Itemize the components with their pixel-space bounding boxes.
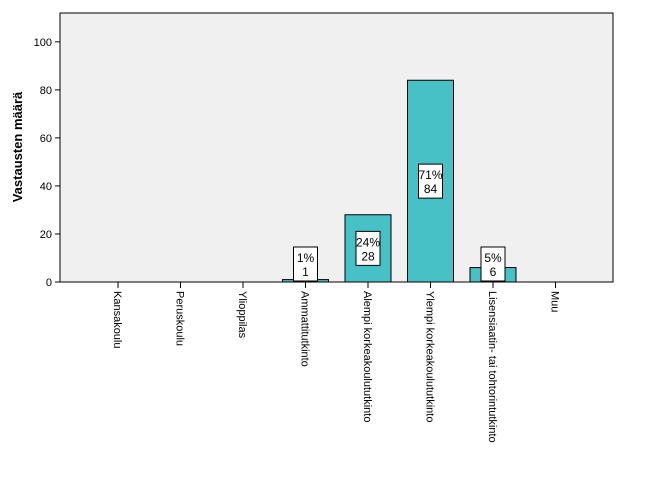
y-tick-label: 100 <box>34 37 52 49</box>
x-tick-label: Kansakoulu <box>111 291 123 349</box>
x-tick-label: Muu <box>549 291 561 312</box>
x-tick-label: Ammattitutkinto <box>299 291 311 367</box>
data-label-percent: 24% <box>356 235 380 249</box>
y-tick-label: 20 <box>40 229 52 241</box>
data-label-count: 6 <box>490 265 497 279</box>
y-tick-label: 40 <box>40 181 52 193</box>
data-label-percent: 71% <box>418 168 442 182</box>
data-label-box <box>355 230 381 266</box>
data-label-count: 84 <box>424 182 438 196</box>
y-tick-label: 60 <box>40 133 52 145</box>
data-label-percent: 5% <box>484 251 502 265</box>
y-tick-label: 0 <box>46 277 52 289</box>
y-axis-title: Vastausten määrä <box>10 91 25 202</box>
y-tick-label: 80 <box>40 85 52 97</box>
data-label-box <box>293 246 318 282</box>
x-tick-label: Ylempi korkeakoulututkinto <box>424 291 436 422</box>
data-label-box <box>480 246 506 282</box>
data-label-count: 1 <box>302 265 309 279</box>
data-label-box <box>418 163 443 199</box>
x-tick-label: Lisensiaatin- tai tohtorintutkinto <box>486 291 498 443</box>
plot-area <box>59 12 614 283</box>
x-tick-label: Peruskoulu <box>174 291 186 346</box>
data-label-percent: 1% <box>297 251 315 265</box>
data-label-count: 28 <box>361 249 375 263</box>
x-tick-label: Alempi korkeakoulututkinto <box>361 291 373 422</box>
x-tick-label: Ylioppilas <box>236 291 248 339</box>
